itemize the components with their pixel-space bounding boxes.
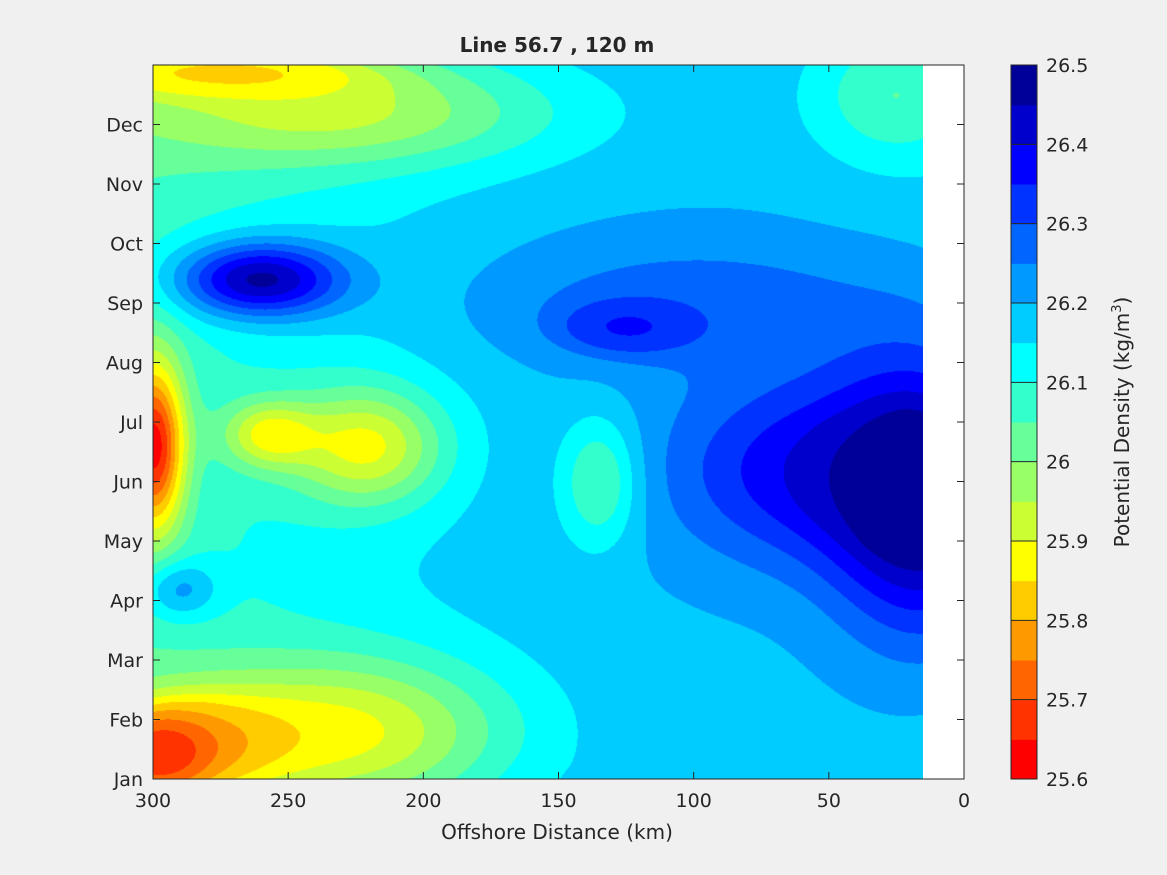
colorbar-swatch [1011,263,1037,304]
colorbar-label-suffix: ) [1110,297,1134,305]
heatmap-field [153,65,923,779]
y-tick-label: Jan [113,769,143,791]
colorbar-swatch [1011,144,1037,185]
colorbar-tick-labels: 25.6 25.7 25.8 25.9 26 26.1 26.2 26.3 26.4 26.5 [1046,55,1088,791]
x-tick-label: 200 [405,790,441,812]
colorbar-swatch [1011,660,1037,701]
y-tick-label: Oct [110,234,143,256]
colorbar-swatch [1011,461,1037,502]
x-tick-label: 100 [676,790,712,812]
x-tick-label: 300 [135,790,171,812]
colorbar-swatch [1011,501,1037,542]
y-tick-label: Apr [110,591,143,613]
colorbar-tick-label: 26.3 [1046,214,1088,236]
y-tick-label: Aug [106,353,143,375]
colorbar-swatch [1011,382,1037,423]
colorbar-tick-label: 25.9 [1046,531,1088,553]
colorbar-swatch [1011,303,1037,344]
colorbar-swatch [1011,422,1037,463]
plot-area [152,64,965,780]
plot-frame [152,64,965,780]
plot-ticks [152,65,965,780]
colorbar-tick-label: 26.2 [1046,293,1088,315]
colorbar-swatch [1011,580,1037,621]
colorbar-swatch [1011,541,1037,582]
y-tick-label: Nov [106,174,143,196]
colorbar-swatch [1011,342,1037,383]
colorbar-label-superscript: 3 [1110,304,1125,312]
y-tick-labels: Jan Feb Mar Apr May Jun Jul Aug Sep Oct Nov Dec [104,115,143,792]
colorbar-tick-label: 26.5 [1046,55,1088,77]
y-tick-label: Jul [119,412,143,434]
colorbar-tick-label: 26.4 [1046,134,1088,156]
x-tick-label: 0 [958,790,970,812]
colorbar-frame [1010,64,1038,780]
y-tick-label: Dec [106,115,143,137]
colorbar-swatch [1011,65,1037,106]
colorbar-swatch [1011,184,1037,225]
colorbar-swatch [1011,104,1037,145]
colorbar-swatch [1011,223,1037,264]
y-tick-label: Feb [109,710,143,732]
colorbar-label-prefix: Potential Density (kg/m [1110,313,1134,548]
y-tick-label: Mar [107,650,143,672]
colorbar-tick-label: 26 [1046,452,1070,474]
colorbar-tick-label: 25.7 [1046,690,1088,712]
colorbar-tick-label: 25.8 [1046,610,1088,632]
chart-title: Line 56.7 , 120 m [460,33,655,57]
x-axis-label: Offshore Distance (km) [441,820,673,844]
colorbar-swatch [1011,699,1037,740]
x-tick-label: 50 [817,790,841,812]
colorbar-tick-label: 25.6 [1046,769,1088,791]
colorbar-label: Potential Density (kg/m3) [1110,297,1134,548]
colorbar-swatch [1011,620,1037,661]
colorbar-swatch [1011,739,1037,780]
y-tick-label: May [104,531,143,553]
x-tick-labels: 300 250 200 150 100 50 0 [135,790,970,812]
y-tick-label: Jun [112,472,143,494]
y-tick-label: Sep [107,293,143,315]
colorbar-swatches [1011,65,1037,780]
colorbar: 25.6 25.7 25.8 25.9 26 26.1 26.2 26.3 26.4 26.5 [1010,55,1088,791]
x-tick-label: 250 [270,790,306,812]
x-tick-label: 150 [540,790,576,812]
colorbar-tick-label: 26.1 [1046,372,1088,394]
